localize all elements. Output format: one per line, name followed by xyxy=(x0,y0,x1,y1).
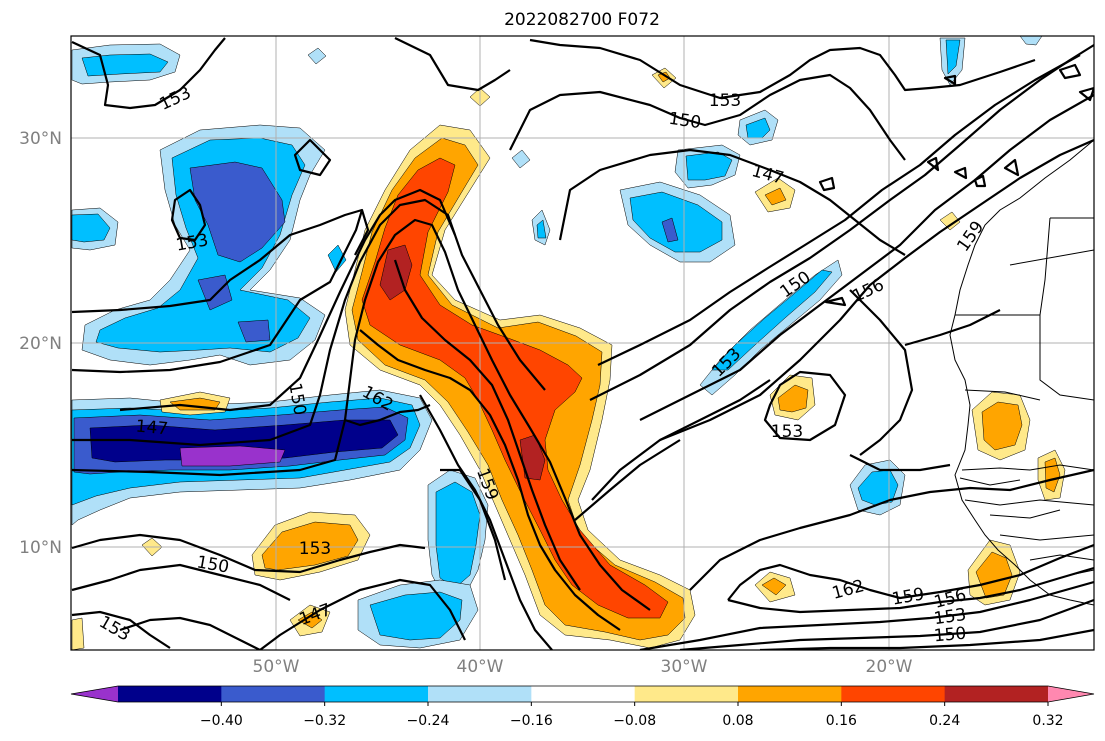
colorbar-tick-label: 0.32 xyxy=(1032,713,1063,729)
lon-label-20w: 20°W xyxy=(866,657,913,677)
lat-label-30n: 30°N xyxy=(19,129,62,149)
latitude-labels: 30°N 20°N 10°N xyxy=(19,129,62,558)
colorbar-tick-label: −0.24 xyxy=(407,713,450,729)
gridlines xyxy=(71,36,1094,650)
contour-label: 150 xyxy=(933,624,967,647)
coastlines xyxy=(949,139,1094,606)
colorbar-swatch xyxy=(634,686,739,702)
colorbar-ticks: −0.40 −0.32 −0.24 −0.16 −0.08 0.08 0.16 0.24 0.3… xyxy=(200,702,1064,729)
contour-label: 147 xyxy=(135,417,169,440)
colorbar-swatch xyxy=(531,686,636,702)
lon-label-50w: 50°W xyxy=(253,657,300,677)
colorbar-swatch xyxy=(841,686,946,702)
map-panel: 153 150 153 147 153 159 150 156 153 150 … xyxy=(71,36,1094,650)
longitude-labels: 50°W 40°W 30°W 20°W xyxy=(253,657,913,677)
colorbar-outline xyxy=(70,685,1095,703)
map-title: 2022082700 F072 xyxy=(504,10,660,30)
contour-label: 153 xyxy=(709,91,741,111)
colorbar-tick-label: −0.08 xyxy=(613,713,656,729)
colorbar-tick-label: −0.40 xyxy=(200,713,243,729)
positive-anomaly-shading xyxy=(71,67,1066,650)
colorbar-tick-label: 0.08 xyxy=(722,713,753,729)
map-frame xyxy=(70,35,1095,651)
colorbar-swatch xyxy=(324,686,429,702)
colorbar-extend-min xyxy=(71,686,118,702)
colorbar-swatch xyxy=(944,686,1049,702)
colorbar-swatch xyxy=(738,686,842,702)
height-contours xyxy=(71,37,1094,650)
colorbar-tick-label: 0.24 xyxy=(929,713,960,729)
contour-label: 150 xyxy=(667,109,702,133)
colorbar: −0.40 −0.32 −0.24 −0.16 −0.08 0.08 0.16 0.24 0.3… xyxy=(70,685,1095,729)
colorbar-swatch xyxy=(221,686,326,702)
contour-label: 153 xyxy=(299,539,331,559)
lon-label-40w: 40°W xyxy=(457,657,504,677)
contour-label: 153 xyxy=(771,422,803,442)
lon-label-30w: 30°W xyxy=(661,657,708,677)
lat-label-10n: 10°N xyxy=(19,538,62,558)
lat-label-20n: 20°N xyxy=(19,334,62,354)
negative-anomaly-shading xyxy=(71,36,1043,649)
colorbar-swatch xyxy=(428,686,532,702)
colorbar-extend-max xyxy=(1048,686,1094,702)
colorbar-swatches xyxy=(71,686,1094,702)
colorbar-tick-label: −0.16 xyxy=(510,713,553,729)
contour-label: 153 xyxy=(933,605,968,629)
colorbar-tick-label: 0.16 xyxy=(826,713,857,729)
colorbar-tick-label: −0.32 xyxy=(303,713,346,729)
colorbar-swatch xyxy=(118,686,222,702)
